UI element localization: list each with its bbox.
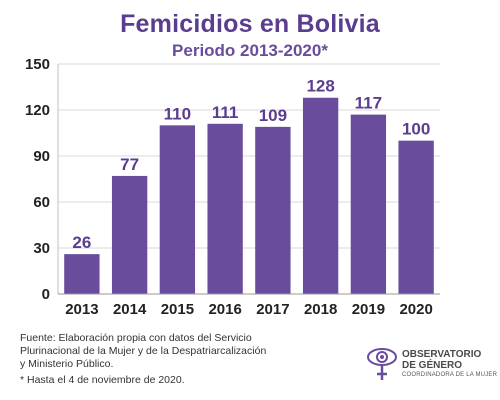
bar [255, 126, 291, 294]
y-tick-label: 0 [42, 286, 50, 303]
observatorio-logo: OBSERVATORIO DE GÉNERO COORDINADORA DE L… [366, 344, 497, 384]
x-tick-label: 2020 [399, 301, 432, 318]
bar [350, 114, 387, 294]
data-label: 26 [72, 233, 91, 252]
data-label: 110 [164, 104, 191, 123]
bar [398, 140, 434, 294]
data-label: 128 [306, 77, 334, 96]
logo-name-line1: OBSERVATORIO [402, 349, 482, 360]
y-tick-label: 90 [33, 148, 50, 165]
x-tick-label: 2014 [113, 301, 147, 318]
logo-name: OBSERVATORIO DE GÉNERO [402, 349, 481, 371]
data-label: 109 [259, 106, 287, 125]
chart-subtitle: Periodo 2013-2020* [172, 41, 328, 60]
y-tick-label: 120 [25, 102, 50, 119]
logo-name-line2: DE GÉNERO [402, 360, 463, 371]
bar [159, 125, 196, 294]
bar [207, 123, 243, 294]
data-label: 77 [120, 155, 139, 174]
logo-tagline: COORDINADORA DE LA MUJER [402, 372, 498, 378]
bar-chart: 0 30 60 90 120 150 26 2013 77 2014 110 2015 111 2016 1… [25, 56, 440, 318]
data-label: 100 [402, 120, 430, 139]
data-label: 111 [212, 103, 239, 122]
bar [64, 254, 100, 294]
x-tick-label: 2013 [65, 301, 98, 318]
bar [302, 97, 339, 294]
y-tick-label: 150 [25, 56, 50, 73]
chart-title: Femicidios en Bolivia [120, 10, 380, 38]
source-note: Fuente: Elaboración propia con datos del… [20, 332, 267, 370]
x-tick-label: 2017 [256, 301, 289, 318]
data-label: 117 [355, 94, 382, 113]
x-tick-label: 2015 [161, 301, 194, 318]
footnote: * Hasta el 4 de noviembre de 2020. [20, 374, 185, 386]
y-tick-label: 30 [33, 240, 50, 257]
eye-venus-icon [367, 348, 397, 380]
bar [111, 175, 148, 294]
y-tick-label: 60 [33, 194, 50, 211]
x-tick-label: 2019 [352, 301, 385, 318]
x-tick-label: 2018 [304, 301, 337, 318]
x-tick-label: 2016 [208, 301, 241, 318]
